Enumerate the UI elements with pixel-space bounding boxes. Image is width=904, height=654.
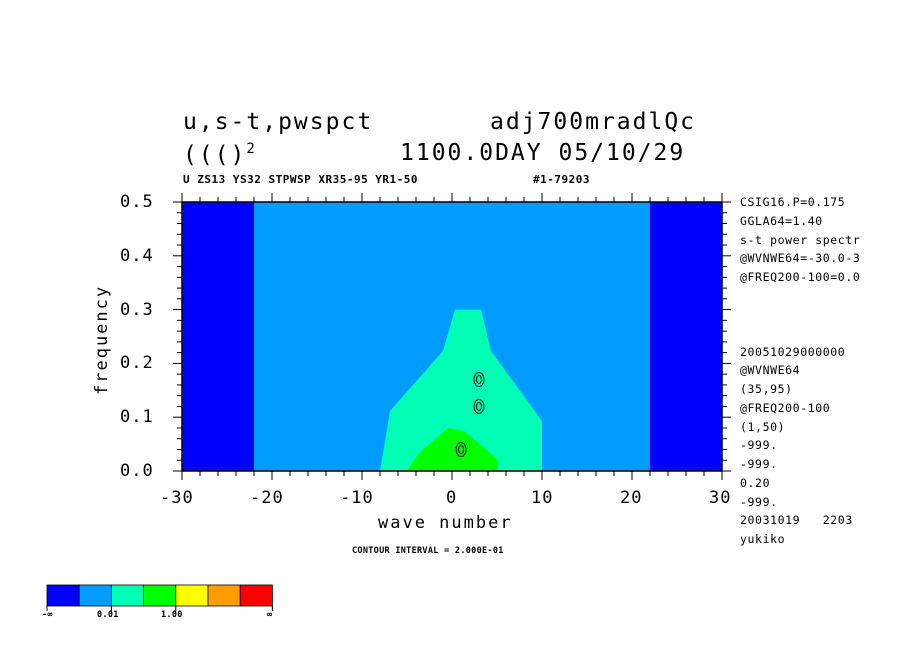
colorbar-swatch bbox=[78, 584, 112, 607]
y-tick-label: 0.5 bbox=[120, 192, 154, 212]
side-info-top-4: @FREQ200-100=0.0 bbox=[740, 270, 861, 284]
subtitle-right: #1-79203 bbox=[533, 173, 590, 186]
contour-line bbox=[455, 441, 467, 457]
title-line2-right: 1100.0DAY 05/10/29 bbox=[400, 140, 686, 166]
y-tick-label: 0.0 bbox=[120, 461, 154, 481]
contour-line bbox=[476, 401, 482, 411]
colorbar-label: ∞ bbox=[267, 610, 273, 620]
colorbar-swatch bbox=[239, 584, 273, 607]
side-info-bottom-7: 0.20 bbox=[740, 476, 771, 490]
x-tick-label: 30 bbox=[709, 488, 732, 508]
colorbar-swatch bbox=[143, 584, 177, 607]
side-info-bottom-10: yukiko bbox=[740, 532, 786, 546]
side-info-top-0: CSIG16.P=0.175 bbox=[740, 195, 846, 209]
colorbar-label: -∞ bbox=[42, 610, 53, 620]
y-axis-label: frequency bbox=[92, 284, 112, 395]
side-info-top-3: @WVNWE64=-30.0-3 bbox=[740, 251, 861, 265]
side-info-bottom-5: -999. bbox=[740, 438, 778, 452]
contour-line bbox=[473, 372, 485, 388]
colorbar-swatch bbox=[46, 584, 80, 607]
colorbar-swatch bbox=[111, 584, 145, 607]
title-left: u,s-t,pwspct bbox=[183, 109, 374, 135]
contour-line bbox=[458, 444, 464, 454]
side-info-bottom-8: -999. bbox=[740, 495, 778, 509]
x-tick-label: 0 bbox=[446, 488, 458, 508]
colorbar-swatch bbox=[175, 584, 209, 607]
title-line2-superscript: 2 bbox=[246, 141, 257, 157]
title-line2-left: ((()2 bbox=[183, 142, 257, 167]
y-tick-label: 0.2 bbox=[120, 353, 154, 373]
side-info-bottom-2: (35,95) bbox=[740, 382, 793, 396]
side-info-bottom-9: 20031019 2203 bbox=[740, 513, 853, 527]
title-line2-text: ((() bbox=[183, 142, 247, 168]
x-tick-label: 20 bbox=[620, 488, 643, 508]
heatmap-region bbox=[650, 202, 722, 471]
x-tick-label: -20 bbox=[250, 488, 284, 508]
contour-interval-note: CONTOUR INTERVAL = 2.000E-01 bbox=[352, 546, 504, 556]
side-info-bottom-4: (1,50) bbox=[740, 420, 786, 434]
x-tick-label: -10 bbox=[340, 488, 374, 508]
side-info-bottom-0: 20051029000000 bbox=[740, 345, 846, 359]
contour-line bbox=[473, 398, 485, 414]
title-right: adj700mradlQc bbox=[490, 109, 697, 135]
subtitle: U ZS13 YS32 STPWSP XR35-95 YR1-50 bbox=[183, 173, 419, 186]
colorbar-label: 0.01 bbox=[97, 610, 119, 620]
side-info-top-1: GGLA64=1.40 bbox=[740, 214, 823, 228]
x-axis-label: wave number bbox=[378, 513, 513, 533]
colorbar-label: 1.00 bbox=[161, 610, 183, 620]
side-info-bottom-3: @FREQ200-100 bbox=[740, 401, 831, 415]
side-info-bottom-6: -999. bbox=[740, 457, 778, 471]
heatmap-region bbox=[407, 427, 497, 471]
y-tick-label: 0.4 bbox=[120, 246, 154, 266]
heatmap-region bbox=[182, 202, 254, 471]
heatmap-region bbox=[380, 309, 542, 471]
colorbar-swatch bbox=[207, 584, 241, 607]
side-info-bottom-1: @WVNWE64 bbox=[740, 363, 801, 377]
x-tick-label: -30 bbox=[160, 488, 194, 508]
y-tick-label: 0.3 bbox=[120, 300, 154, 320]
x-tick-label: 10 bbox=[531, 488, 554, 508]
y-tick-label: 0.1 bbox=[120, 407, 154, 427]
contour-line bbox=[476, 375, 482, 385]
side-info-top-2: s-t power spectr bbox=[740, 233, 861, 247]
